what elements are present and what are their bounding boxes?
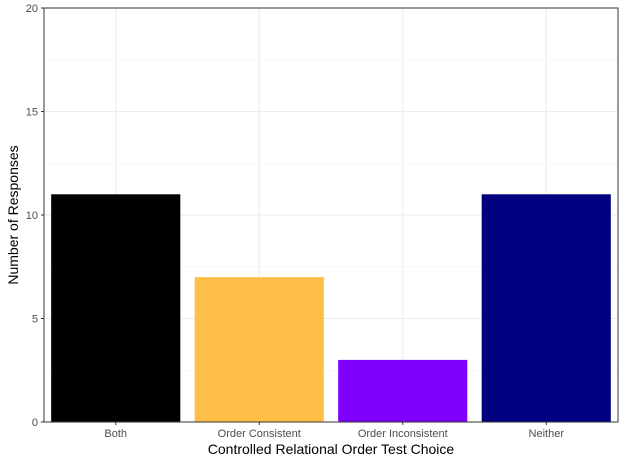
bar-order-consistent [194,277,324,422]
bar-neither [481,194,611,422]
x-tick-label: Both [104,428,127,440]
x-tick-label: Order Inconsistent [358,428,448,440]
bar-both [51,194,181,422]
axis-layer: 0 5 10 15 20 Both Order Consistent Order Incons… [26,3,565,440]
y-tick-label: 10 [26,210,38,222]
x-axis-title: Controlled Relational Order Test Choice [208,441,455,457]
x-tick-label: Order Consistent [218,428,301,440]
y-tick-label: 20 [26,3,38,15]
y-tick-label: 0 [32,417,38,429]
y-tick-label: 5 [32,314,38,326]
y-axis-title: Number of Responses [5,145,21,284]
bar-order-inconsistent [338,359,468,422]
y-tick-label: 15 [26,107,38,119]
x-tick-label: Neither [529,428,565,440]
bars-layer [51,194,611,422]
